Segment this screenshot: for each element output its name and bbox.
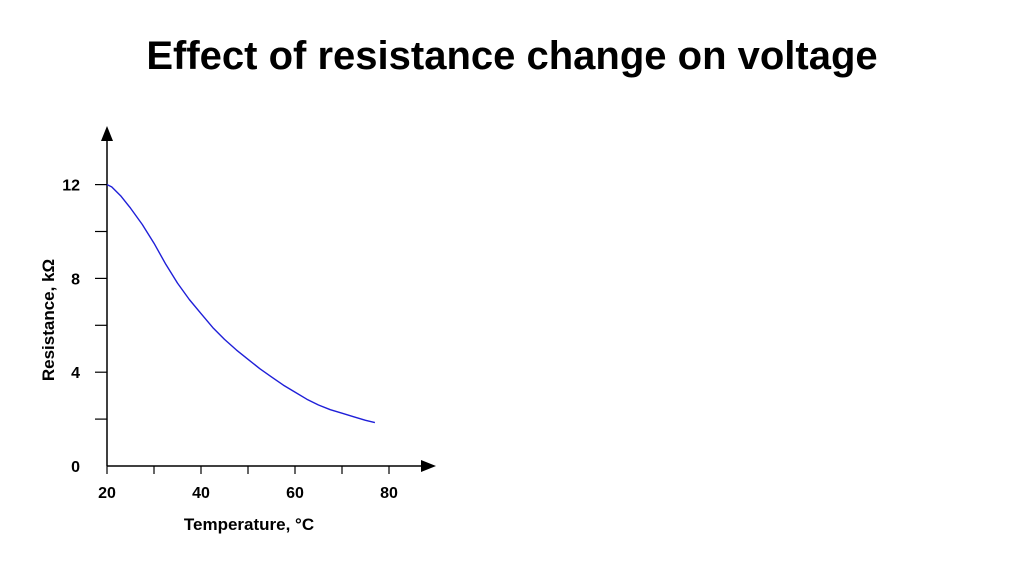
y-tick-label: 4: [71, 365, 80, 382]
x-axis-arrow: [421, 460, 436, 472]
slide-title: Effect of resistance change on voltage: [146, 34, 878, 78]
y-axis-arrow: [101, 126, 113, 141]
y-tick-label: 8: [71, 271, 80, 288]
x-tick-label: 40: [192, 485, 210, 502]
resistance-curve: [106, 183, 376, 424]
x-tick-label: 80: [380, 485, 398, 502]
y-tick-label: 12: [62, 178, 80, 195]
y-axis-label: Resistance, kΩ: [39, 259, 58, 381]
x-tick-label: 60: [286, 485, 304, 502]
x-tick-label: 20: [98, 485, 116, 502]
x-axis-label: Temperature, °C: [184, 515, 314, 534]
chart-series: [106, 183, 376, 424]
y-tick-label: 0: [71, 459, 80, 476]
chart-axes: [101, 126, 436, 472]
chart-axis-labels: Temperature, °C Resistance, kΩ: [39, 259, 314, 534]
chart-ticks: 20 40 60 80 0 4 8 12: [62, 178, 398, 502]
